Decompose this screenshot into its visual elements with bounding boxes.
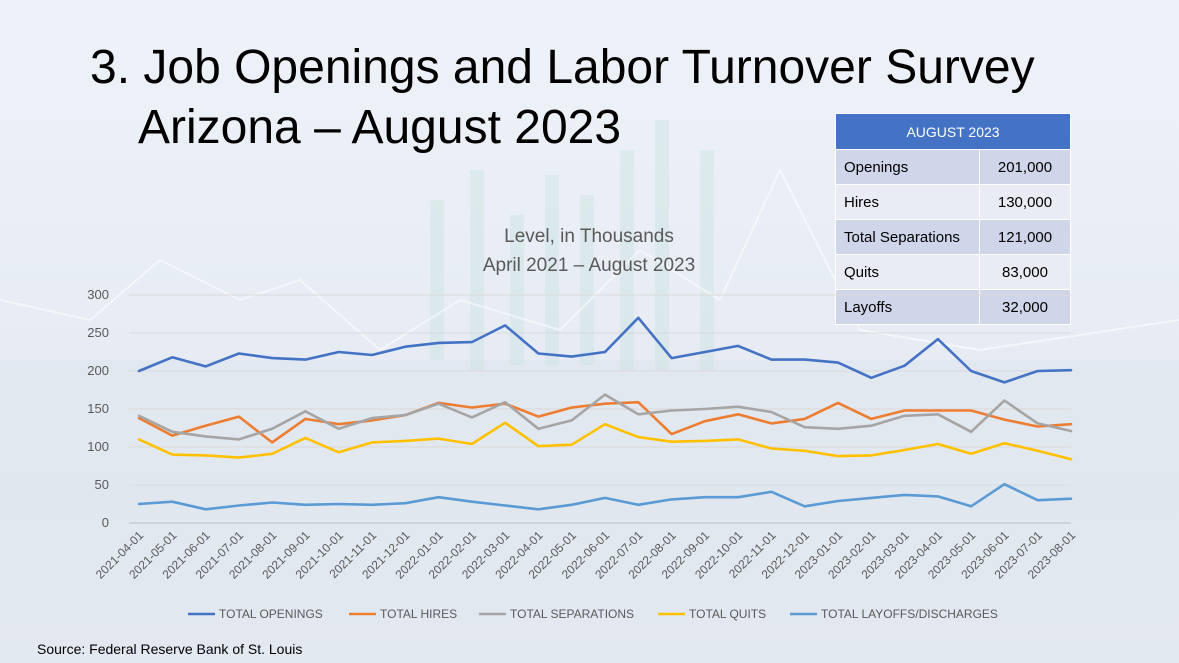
summary-value: 121,000 [979,219,1071,255]
legend-label: TOTAL QUITS [689,607,766,621]
legend-label: TOTAL OPENINGS [219,607,323,621]
y-tick-label: 200 [87,363,109,378]
summary-value: 83,000 [979,254,1071,290]
august-summary-table: AUGUST 2023 Openings 201,000 Hires 130,0… [835,113,1071,325]
y-tick-label: 300 [87,287,109,302]
summary-label: Total Separations [835,219,980,255]
y-tick-label: 150 [87,401,109,416]
chart-subtitle: April 2021 – August 2023 [483,255,695,276]
y-tick-label: 250 [87,325,109,340]
series-line-total-hires [137,400,1073,444]
slide-title-line-1: 3. Job Openings and Labor Turnover Surve… [90,41,1035,94]
series-line-total-openings [137,316,1073,384]
summary-value: 201,000 [979,149,1071,185]
summary-label: Quits [835,254,980,290]
summary-table-header: AUGUST 2023 [835,113,1071,150]
summary-label: Hires [835,184,980,220]
chart-title: Level, in Thousands [504,226,674,247]
series-line-total-quits [137,421,1073,461]
legend-label: TOTAL LAYOFFS/DISCHARGES [821,607,998,621]
legend-label: TOTAL HIRES [380,607,457,621]
legend-label: TOTAL SEPARATIONS [510,607,634,621]
source-note: Source: Federal Reserve Bank of St. Loui… [37,641,303,657]
table-row: Hires 130,000 [835,184,1071,220]
summary-value: 130,000 [979,184,1071,220]
y-tick-label: 0 [102,515,109,530]
slide-title-line-2: Arizona – August 2023 [138,101,622,154]
series-line-total-layoffs-discharges [137,482,1073,511]
y-tick-label: 100 [87,439,109,454]
table-row: Openings 201,000 [835,149,1071,185]
y-tick-label: 50 [95,477,109,492]
table-row: Total Separations 121,000 [835,219,1071,255]
summary-label: Openings [835,149,980,185]
table-row: Quits 83,000 [835,254,1071,290]
series-line-total-separations [137,393,1073,441]
